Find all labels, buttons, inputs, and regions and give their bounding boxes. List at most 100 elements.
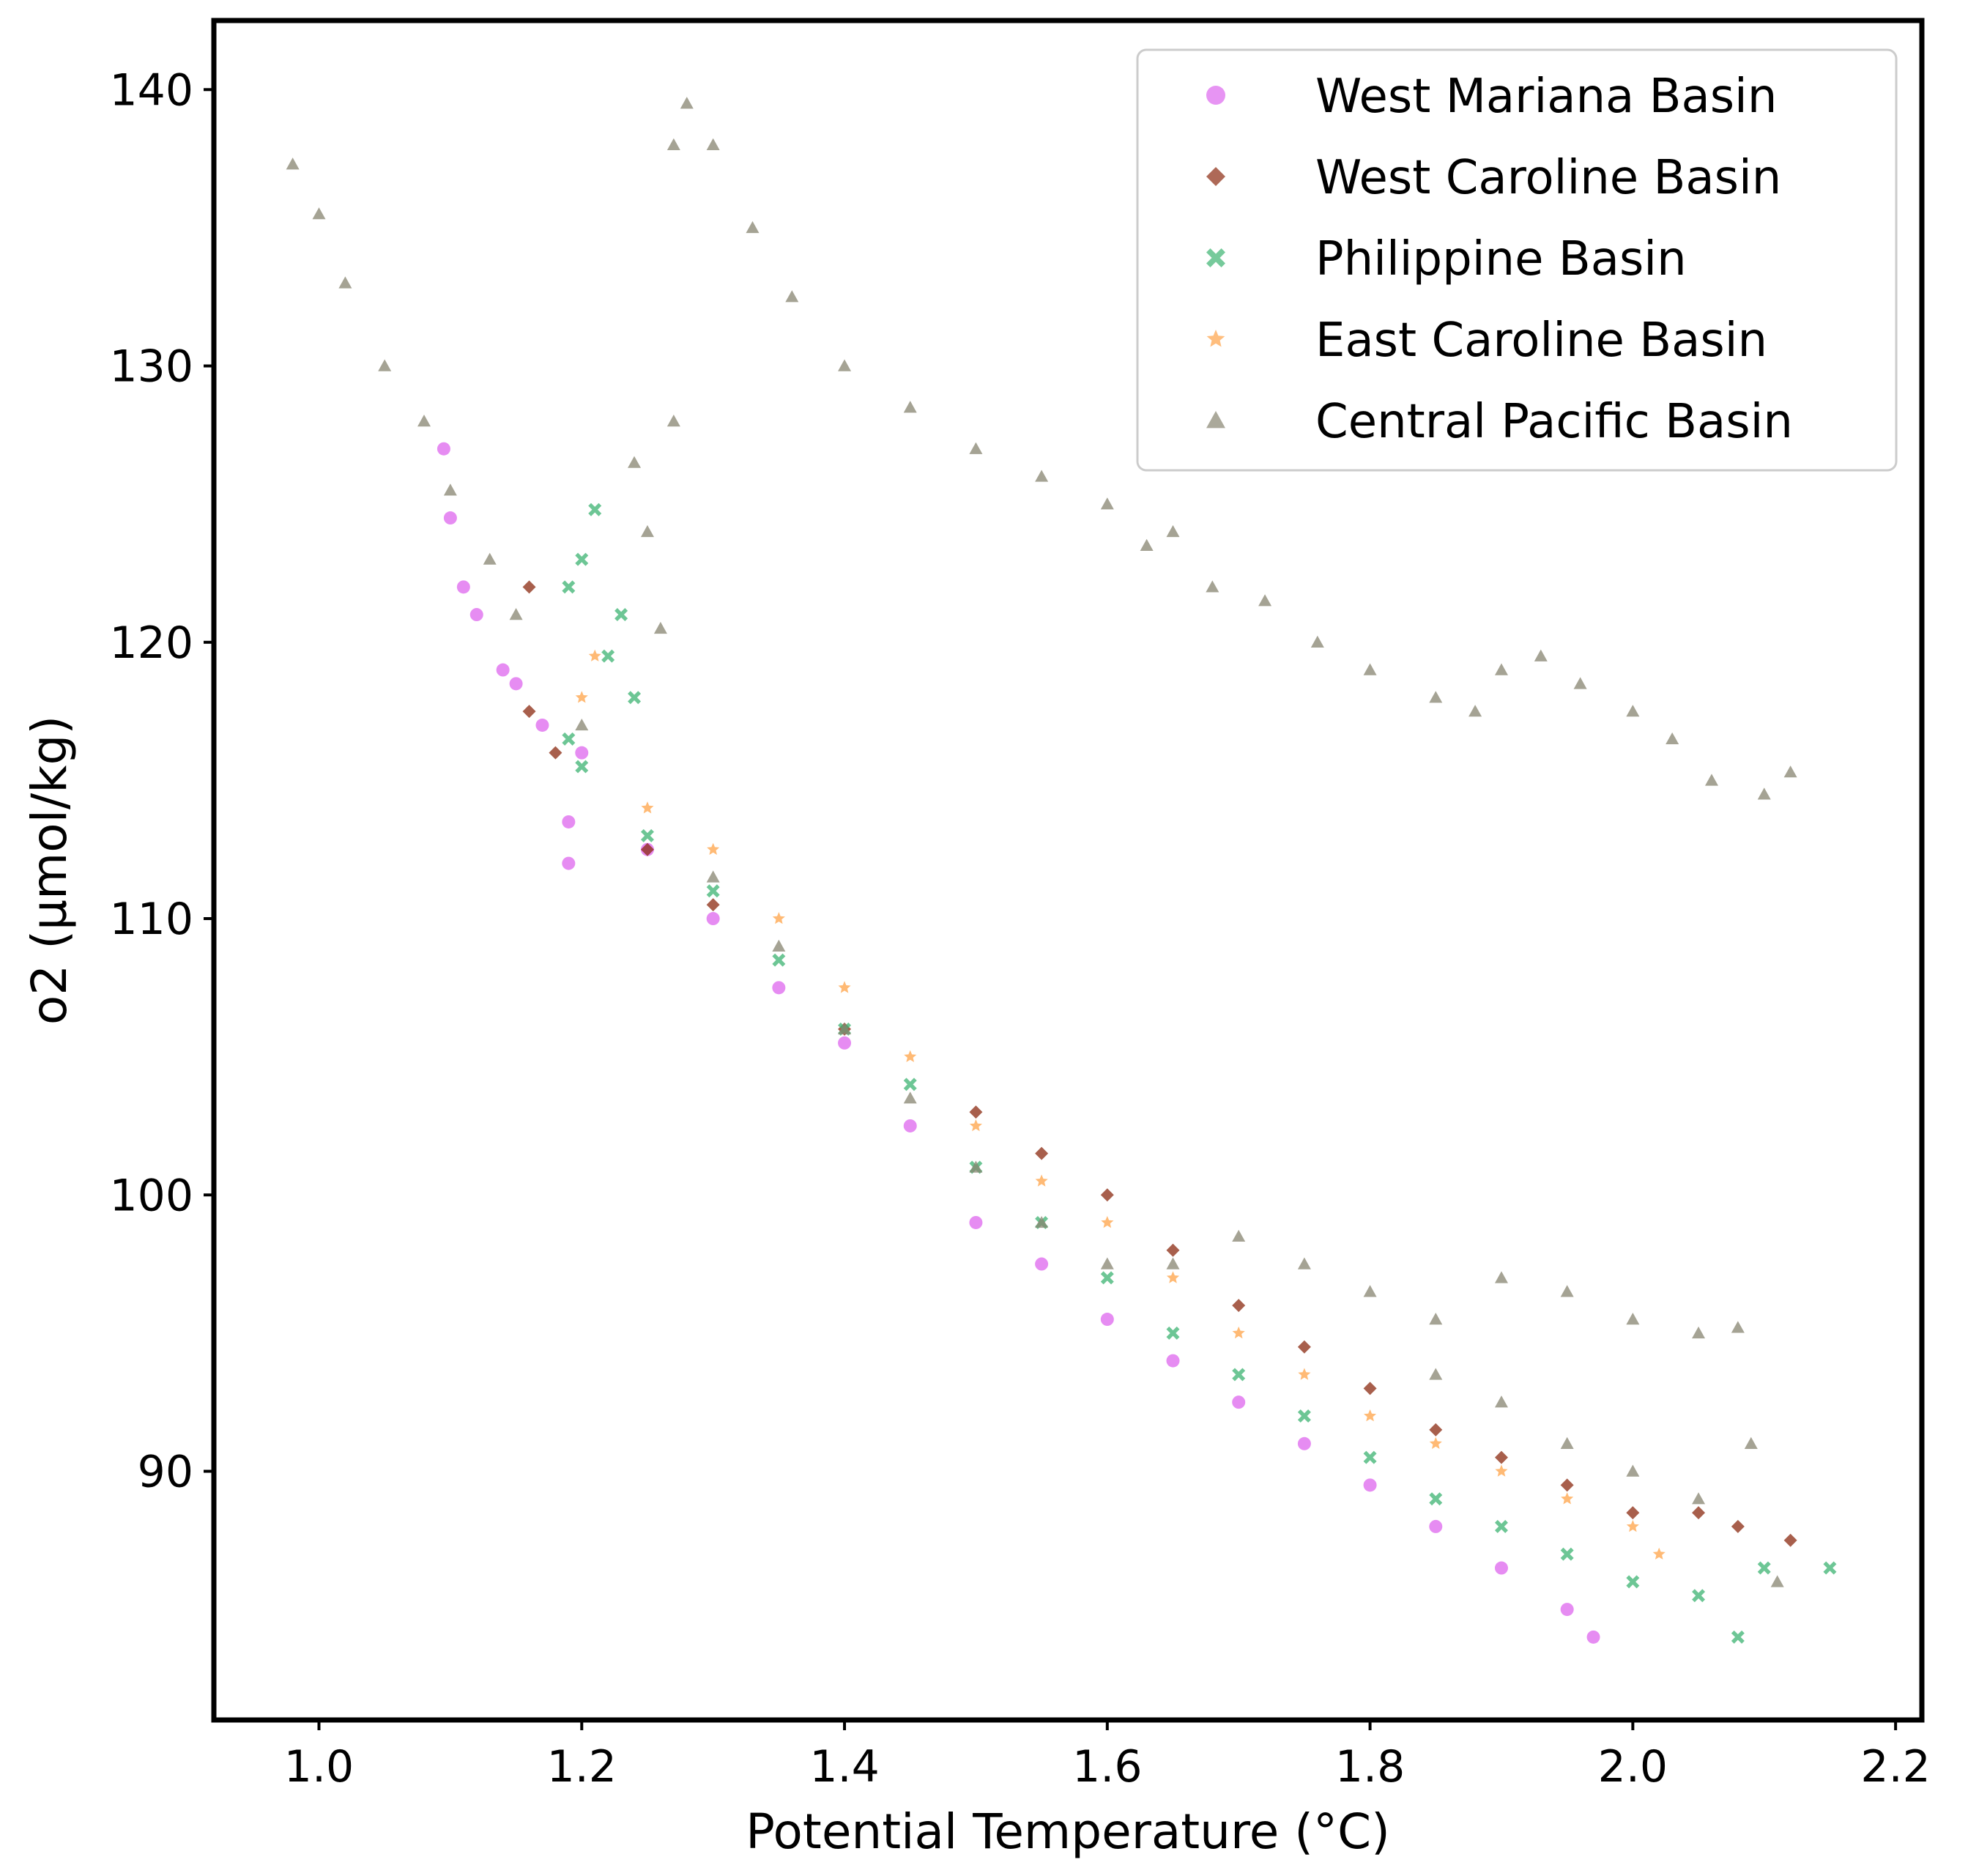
data-point	[562, 815, 576, 828]
data-point	[1232, 1326, 1245, 1339]
x-tick-label: 1.0	[284, 1741, 354, 1792]
data-point	[469, 608, 483, 622]
data-point	[1363, 1450, 1377, 1464]
data-point	[838, 1036, 852, 1050]
data-point	[1035, 1215, 1049, 1228]
data-point	[443, 483, 457, 496]
legend-marker	[1206, 411, 1225, 429]
data-point	[1573, 677, 1587, 689]
data-point	[1626, 1313, 1640, 1325]
data-point	[378, 359, 392, 371]
data-point	[575, 691, 588, 703]
data-point	[666, 414, 680, 427]
data-point	[1232, 1299, 1246, 1313]
data-point	[1363, 1382, 1377, 1395]
data-point	[1626, 705, 1640, 717]
data-point	[969, 1160, 983, 1173]
data-points	[286, 97, 1837, 1644]
data-point	[575, 552, 589, 566]
data-point	[1560, 1603, 1574, 1617]
data-point	[1429, 691, 1443, 703]
data-point	[575, 760, 589, 774]
data-point	[785, 290, 799, 303]
data-point	[1468, 705, 1482, 717]
legend-marker	[1206, 167, 1225, 186]
x-tick-label: 1.4	[809, 1741, 879, 1792]
data-point	[286, 157, 300, 170]
data-point	[1166, 1243, 1180, 1257]
data-point	[1666, 732, 1679, 745]
data-point	[1232, 1368, 1246, 1382]
y-axis-label: o2 (µmol/kg)	[21, 716, 78, 1025]
data-point	[496, 663, 510, 677]
data-point	[575, 746, 589, 760]
data-point	[969, 1105, 983, 1119]
data-point	[437, 442, 450, 456]
data-point	[1494, 1271, 1508, 1283]
y-axis: 90 100 110 120 130 140	[109, 64, 214, 1497]
series-4	[575, 649, 1666, 1560]
data-point	[1166, 1354, 1180, 1368]
legend-label: West Mariana Basin	[1315, 70, 1777, 124]
data-point	[640, 828, 654, 842]
data-point	[1495, 1464, 1508, 1477]
data-point	[1297, 1409, 1311, 1423]
data-point	[706, 884, 720, 898]
legend: West Mariana Basin West Caroline Basin Phi…	[1136, 48, 1898, 472]
data-point	[969, 442, 983, 454]
data-point	[772, 953, 786, 967]
data-point	[903, 1091, 917, 1104]
data-point	[1429, 1492, 1443, 1506]
data-point	[1494, 1395, 1508, 1408]
data-point	[509, 677, 523, 691]
data-point	[1744, 1436, 1758, 1449]
data-point	[575, 718, 589, 731]
data-point	[1035, 470, 1049, 482]
data-point	[1494, 1450, 1508, 1464]
data-point	[680, 97, 694, 109]
data-point	[522, 705, 536, 719]
data-point	[1166, 524, 1180, 538]
data-point	[1731, 1321, 1745, 1333]
data-point	[628, 456, 642, 468]
legend-item: Philippine Basin	[1206, 232, 1687, 286]
data-point	[1586, 1630, 1600, 1644]
data-point	[1298, 1368, 1311, 1380]
data-point	[1783, 1533, 1797, 1547]
data-point	[1035, 1146, 1049, 1160]
data-point	[1100, 1257, 1114, 1269]
data-point	[838, 981, 851, 993]
data-point	[772, 939, 786, 952]
data-point	[1731, 1630, 1745, 1644]
data-point	[588, 503, 602, 516]
data-point	[562, 856, 576, 870]
y-tick-label: 100	[109, 1170, 193, 1221]
data-point	[903, 401, 917, 413]
legend-marker	[1206, 86, 1225, 105]
data-point	[1206, 580, 1219, 593]
x-tick-label: 1.8	[1335, 1741, 1405, 1792]
data-point	[1731, 1519, 1745, 1533]
y-tick-label: 90	[138, 1446, 193, 1497]
data-point	[1429, 1519, 1443, 1533]
data-point	[628, 691, 642, 705]
data-point	[522, 580, 536, 594]
data-point	[1692, 1589, 1706, 1603]
data-point	[706, 898, 720, 912]
data-point	[1035, 1257, 1049, 1271]
data-point	[706, 138, 720, 150]
y-tick-label: 130	[109, 341, 193, 393]
data-point	[1783, 765, 1797, 778]
legend-marker	[1206, 330, 1225, 347]
legend-marker	[1206, 248, 1225, 267]
data-point	[969, 1119, 982, 1132]
data-point	[1626, 1575, 1640, 1589]
data-point	[1035, 1174, 1048, 1187]
series-5	[286, 97, 1797, 1587]
data-point	[1560, 1285, 1574, 1297]
data-point	[666, 138, 680, 150]
data-point	[1100, 1271, 1114, 1285]
data-point	[1561, 1492, 1574, 1505]
data-point	[1100, 1188, 1114, 1202]
data-point	[1757, 1561, 1771, 1575]
